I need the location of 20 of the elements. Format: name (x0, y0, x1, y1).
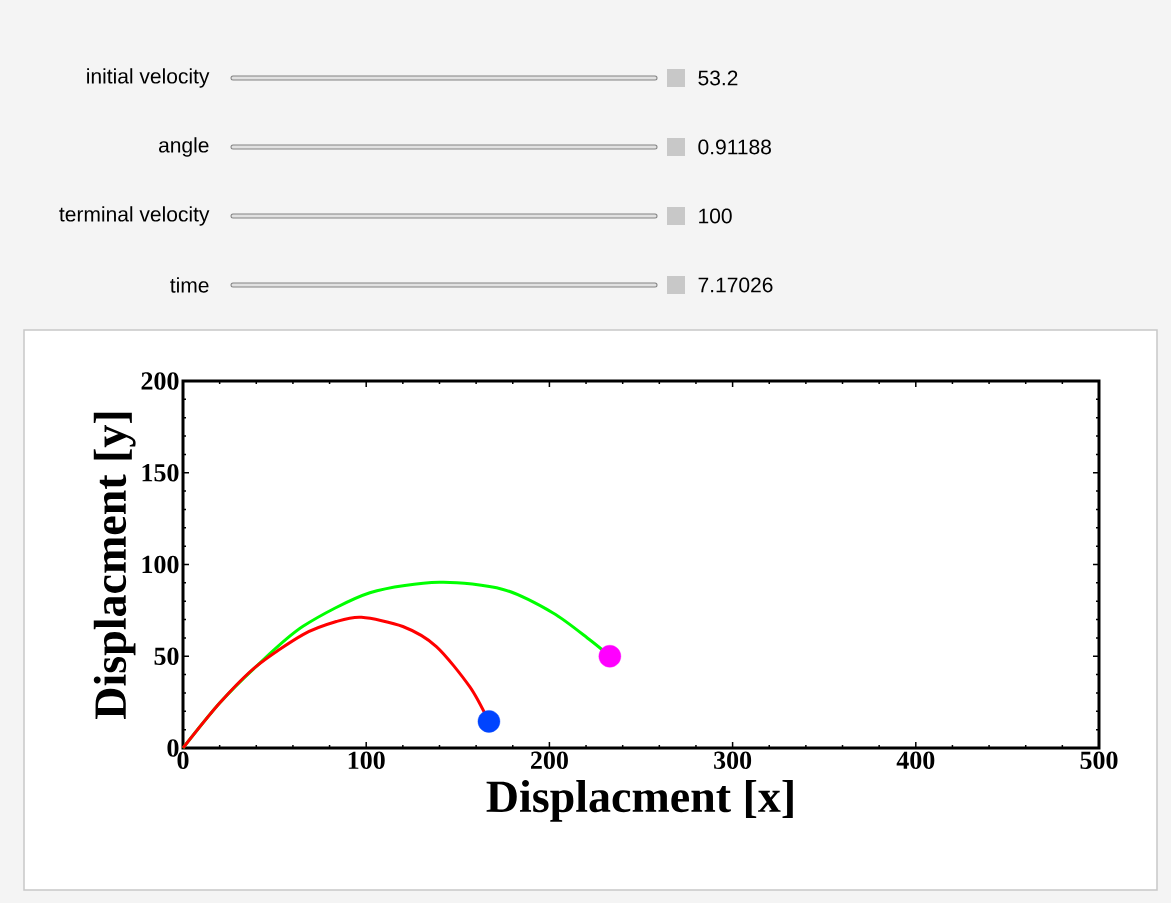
text: 53.2 (698, 70, 738, 86)
y-tick-label: 0 (167, 739, 179, 757)
text: angle (158, 137, 209, 157)
x-tick-label: 200 (531, 751, 568, 770)
y-tick-label: 200 (141, 372, 179, 390)
x-tick-label: 500 (1080, 751, 1118, 770)
x-tick-label: 300 (714, 751, 752, 770)
x-tick-label: 400 (896, 751, 935, 770)
y-axis-title: Displacment [y] (93, 412, 136, 719)
y-tick-label: 150 (142, 463, 179, 482)
x-axis-title: Displacment [x] (486, 779, 793, 822)
y-tick-label: 50 (154, 647, 179, 666)
y-tick-label: 100 (142, 555, 179, 574)
text: 0.91188 (698, 139, 771, 155)
x-tick-label: 100 (348, 751, 385, 770)
text: initial velocity (87, 68, 210, 88)
text: time (170, 277, 209, 293)
text: 100 (699, 208, 732, 224)
text: terminal velocity (59, 206, 210, 226)
text: 7.17026 (698, 277, 773, 293)
